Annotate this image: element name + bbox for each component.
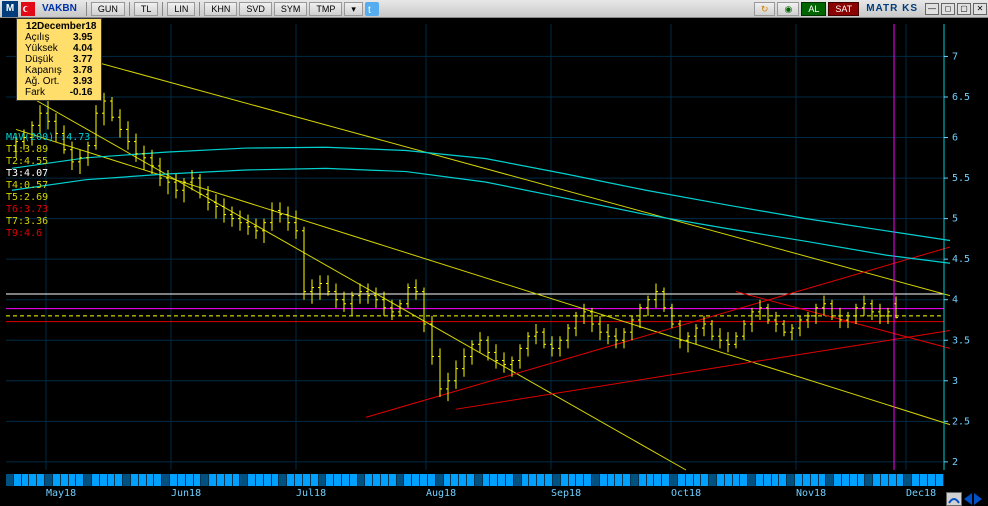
indicator-line: T6:3.73	[6, 204, 90, 216]
app-logo: M	[2, 1, 18, 17]
btn-sym[interactable]: SYM	[274, 2, 308, 16]
svg-text:2.5: 2.5	[952, 416, 970, 427]
indicator-line: T3:4.07	[6, 168, 90, 180]
ohlc-label: Kapanış	[21, 65, 66, 76]
svg-text:6: 6	[952, 133, 958, 144]
ohlc-label: Düşük	[21, 54, 66, 65]
refresh-icon[interactable]: ↻	[754, 2, 776, 16]
svg-text:t: t	[368, 5, 371, 16]
btn-gun[interactable]: GUN	[91, 2, 125, 16]
ohlc-value: 3.93	[66, 76, 97, 87]
price-chart[interactable]: 2 2.5 3 3.5 4 4.5 5 5.5 6 6.5 7 May18 Jun18 Jul18 Aug1…	[0, 18, 988, 506]
chart-area[interactable]: 2 2.5 3 3.5 4 4.5 5 5.5 6 6.5 7 May18 Jun18 Jul18 Aug1…	[0, 18, 988, 506]
svg-text:Sep18: Sep18	[551, 488, 581, 499]
ohlc-label: Açılış	[21, 32, 66, 43]
indicator-line: T5:2.69	[6, 192, 90, 204]
ohlc-label: Ağ. Ort.	[21, 76, 66, 87]
globe-icon[interactable]: ◉	[777, 2, 799, 16]
svg-text:7: 7	[952, 51, 958, 62]
svg-text:Dec18: Dec18	[906, 488, 936, 499]
maximize-button[interactable]: ▢	[957, 3, 971, 15]
indicator-line: T1:3.89	[6, 144, 90, 156]
twitter-icon[interactable]: t	[365, 2, 379, 16]
ohlc-label: Fark	[21, 87, 66, 98]
indicator-line: T4:0.57	[6, 180, 90, 192]
btn-sat[interactable]: SAT	[828, 2, 859, 16]
svg-text:4.5: 4.5	[952, 254, 970, 265]
ohlc-label: Yüksek	[21, 43, 66, 54]
btn-lin[interactable]: LIN	[167, 2, 195, 16]
ohlc-box: 12December18 Açılış3.95Yüksek4.04Düşük3.…	[16, 18, 102, 101]
time-strip	[6, 474, 944, 484]
svg-text:3.5: 3.5	[952, 335, 970, 346]
btn-tl[interactable]: TL	[134, 2, 159, 16]
btn-tmp[interactable]: TMP	[309, 2, 342, 16]
ohlc-value: 4.04	[66, 43, 97, 54]
svg-text:Jul18: Jul18	[296, 488, 326, 499]
svg-text:Jun18: Jun18	[171, 488, 201, 499]
ohlc-value: 3.95	[66, 32, 97, 43]
toolbar: M VAKBN GUN TL LIN KHN SVD SYM TMP ▾ t ↻…	[0, 0, 988, 18]
btn-khn[interactable]: KHN	[204, 2, 237, 16]
svg-text:6.5: 6.5	[952, 92, 970, 103]
svg-text:Aug18: Aug18	[426, 488, 456, 499]
btn-svd[interactable]: SVD	[239, 2, 272, 16]
indicator-line: T2:4.55	[6, 156, 90, 168]
svg-text:May18: May18	[46, 488, 76, 499]
close-button[interactable]: ✕	[973, 3, 987, 15]
svg-text:4: 4	[952, 295, 958, 306]
scroll-right-icon[interactable]	[974, 493, 982, 505]
scroll-left-icon[interactable]	[964, 493, 972, 505]
restore-button[interactable]: ◻	[941, 3, 955, 15]
indicator-line: MAV(200) :4.73	[6, 132, 90, 144]
corner-controls	[946, 492, 982, 506]
indicator-line: T7:3.36	[6, 216, 90, 228]
svg-text:5.5: 5.5	[952, 173, 970, 184]
minimize-button[interactable]: —	[925, 3, 939, 15]
ohlc-value: 3.77	[66, 54, 97, 65]
flag-icon	[21, 2, 35, 16]
svg-text:3: 3	[952, 376, 958, 387]
btn-al[interactable]: AL	[801, 2, 826, 16]
indicator-readouts: MAV(200) :4.73T1:3.89T2:4.55T3:4.07T4:0.…	[6, 132, 90, 240]
dropdown-icon[interactable]: ▾	[344, 2, 363, 16]
ticker-symbol: VAKBN	[42, 3, 77, 14]
svg-text:Nov18: Nov18	[796, 488, 826, 499]
svg-text:5: 5	[952, 214, 958, 225]
ohlc-date: 12December18	[21, 21, 97, 32]
ohlc-value: 3.78	[66, 65, 97, 76]
ohlc-value: -0.16	[66, 87, 97, 98]
svg-text:Oct18: Oct18	[671, 488, 701, 499]
brand-label: MATR KS	[866, 3, 918, 14]
indicator-line: T9:4.6	[6, 228, 90, 240]
tool-icon-1[interactable]	[946, 492, 962, 506]
svg-text:2: 2	[952, 457, 958, 468]
